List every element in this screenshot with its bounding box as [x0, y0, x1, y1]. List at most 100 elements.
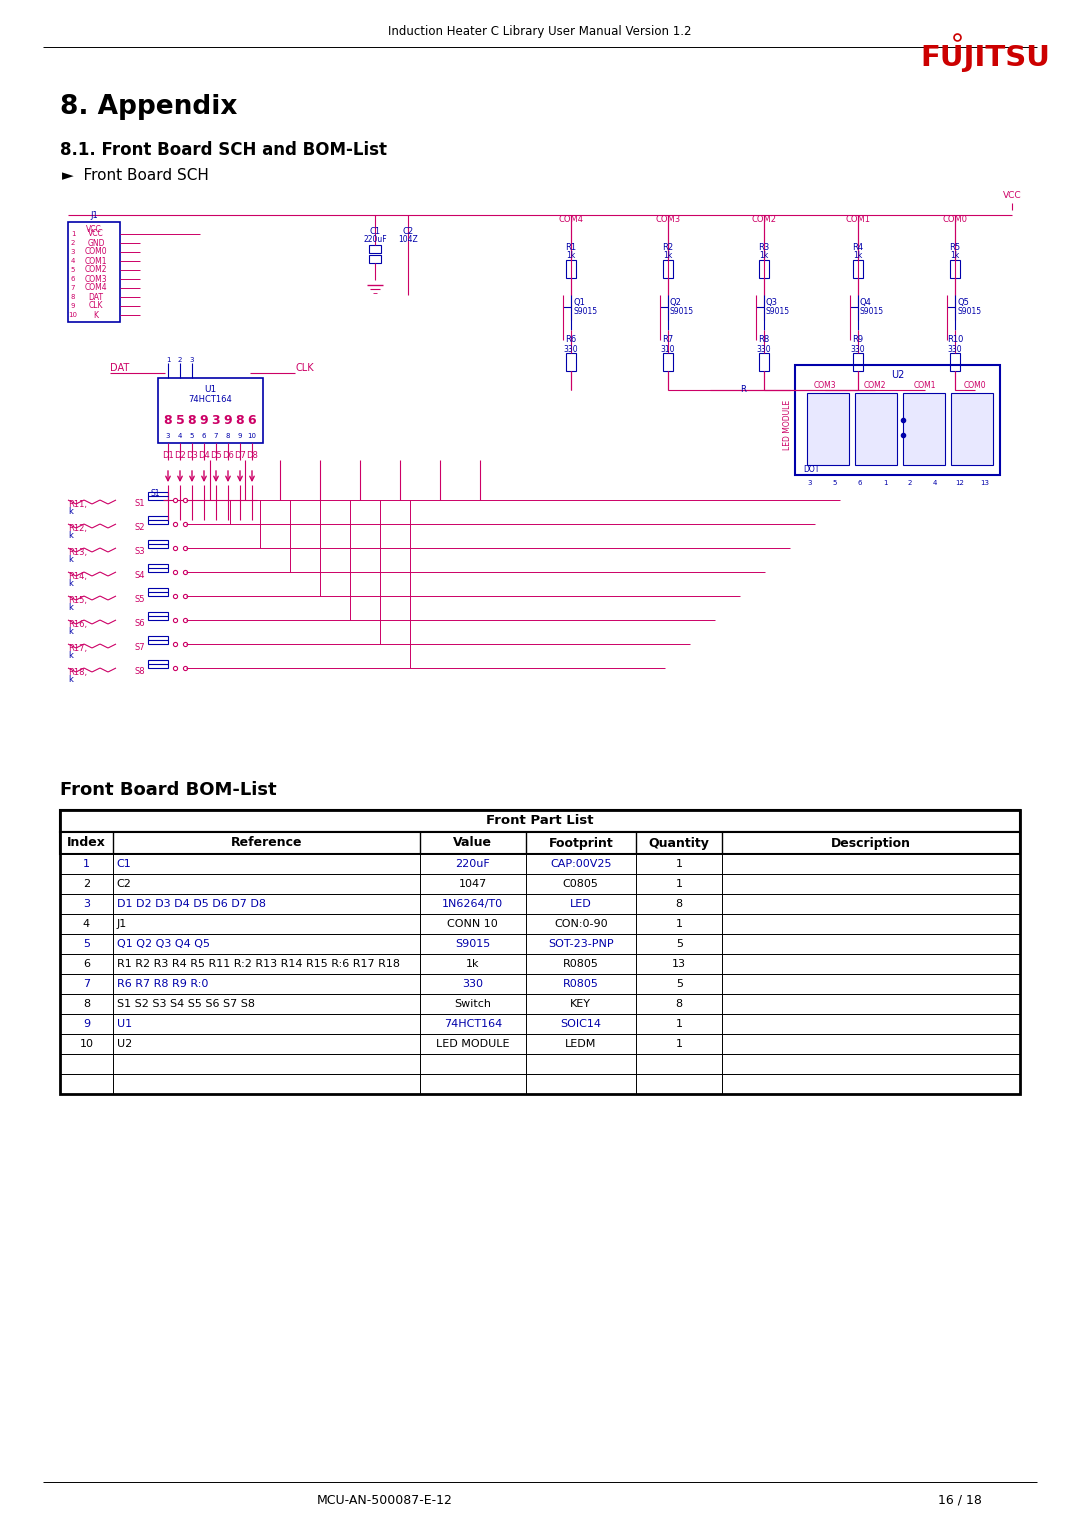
Bar	[853, 353, 863, 371]
Text: Switch: Switch	[455, 999, 491, 1009]
Bar	[759, 260, 769, 278]
Text: K: K	[94, 310, 98, 319]
Text: 104Z: 104Z	[399, 235, 418, 244]
Text: 2: 2	[71, 240, 76, 246]
Text: R10: R10	[947, 336, 963, 345]
Text: C2: C2	[403, 228, 414, 237]
Text: 220uF: 220uF	[363, 235, 387, 244]
Text: D4: D4	[198, 450, 210, 460]
Text: COM1: COM1	[846, 215, 870, 224]
Text: C0805: C0805	[563, 880, 598, 889]
Text: S7: S7	[135, 643, 146, 652]
Text: S9015: S9015	[766, 307, 791, 316]
Bar	[369, 255, 381, 263]
Bar	[566, 260, 576, 278]
Text: 1: 1	[83, 860, 90, 869]
Text: D6: D6	[222, 450, 234, 460]
Bar	[950, 260, 960, 278]
Text: D3: D3	[186, 450, 198, 460]
Text: U1: U1	[204, 385, 216, 394]
Text: 4: 4	[71, 258, 76, 264]
Text: k: k	[68, 531, 72, 541]
Bar	[951, 392, 993, 466]
Text: 1k: 1k	[950, 252, 960, 261]
Text: Quantity: Quantity	[649, 837, 710, 849]
Bar	[68, 221, 120, 322]
Bar	[60, 1034, 1020, 1054]
Text: 2: 2	[83, 880, 90, 889]
Text: 5: 5	[176, 414, 185, 426]
Text: R7: R7	[662, 336, 674, 345]
Text: 7: 7	[71, 286, 76, 292]
Text: R4: R4	[852, 243, 864, 252]
Text: Induction Heater C Library User Manual Version 1.2: Induction Heater C Library User Manual V…	[388, 26, 692, 38]
Text: 74HCT164: 74HCT164	[444, 1019, 502, 1029]
Text: Q5: Q5	[957, 298, 969, 307]
Text: 330: 330	[564, 345, 578, 353]
Text: S4: S4	[135, 571, 145, 580]
Bar	[903, 392, 945, 466]
Text: 6: 6	[247, 414, 256, 426]
Text: 310: 310	[661, 345, 675, 353]
Text: Q4: Q4	[860, 298, 872, 307]
Text: D8: D8	[246, 450, 258, 460]
Bar	[60, 1073, 1020, 1093]
Text: 1N6264/T0: 1N6264/T0	[442, 899, 503, 909]
Text: DAT: DAT	[89, 293, 104, 301]
Text: 3: 3	[190, 357, 194, 363]
Text: R3: R3	[758, 243, 770, 252]
Text: 8: 8	[71, 295, 76, 299]
Text: Front Board BOM-List: Front Board BOM-List	[60, 780, 276, 799]
Text: R0805: R0805	[563, 959, 598, 970]
Text: 1k: 1k	[663, 252, 673, 261]
Text: 5: 5	[83, 939, 90, 948]
Text: COM3: COM3	[656, 215, 680, 224]
Text: J1: J1	[90, 211, 98, 220]
Text: 10: 10	[247, 434, 257, 438]
Text: 1: 1	[676, 860, 683, 869]
Bar	[148, 660, 168, 667]
Text: D1 D2 D3 D4 D5 D6 D7 D8: D1 D2 D3 D4 D5 D6 D7 D8	[117, 899, 266, 909]
Text: 6: 6	[858, 479, 862, 486]
Text: 9: 9	[71, 302, 76, 308]
Text: CONN 10: CONN 10	[447, 919, 498, 928]
Text: Q1 Q2 Q3 Q4 Q5: Q1 Q2 Q3 Q4 Q5	[117, 939, 210, 948]
Bar	[60, 1054, 1020, 1073]
Text: R17,: R17,	[68, 644, 87, 654]
Text: 1: 1	[676, 919, 683, 928]
Text: 3: 3	[808, 479, 812, 486]
Text: CLK: CLK	[89, 301, 104, 310]
Text: 8: 8	[676, 999, 683, 1009]
Text: 1: 1	[165, 357, 171, 363]
Text: S1 S2 S3 S4 S5 S6 S7 S8: S1 S2 S3 S4 S5 S6 S7 S8	[117, 999, 255, 1009]
Text: 8: 8	[676, 899, 683, 909]
Text: 6: 6	[71, 276, 76, 282]
Text: SOIC14: SOIC14	[561, 1019, 602, 1029]
Bar	[158, 379, 264, 443]
Text: Description: Description	[832, 837, 912, 849]
Text: 5: 5	[676, 939, 683, 948]
Text: LED MODULE: LED MODULE	[436, 1038, 510, 1049]
Text: R18,: R18,	[68, 669, 87, 678]
Bar	[60, 832, 1020, 854]
Text: 330: 330	[947, 345, 962, 353]
Text: COM1: COM1	[84, 257, 107, 266]
Text: COM2: COM2	[752, 215, 777, 224]
Bar	[148, 516, 168, 524]
Text: R6 R7 R8 R9 R:0: R6 R7 R8 R9 R:0	[117, 979, 208, 989]
Text: 3: 3	[71, 249, 76, 255]
Text: Q1: Q1	[573, 298, 585, 307]
Text: 4: 4	[83, 919, 90, 928]
Text: R12,: R12,	[68, 524, 87, 533]
Text: 8.1. Front Board SCH and BOM-List: 8.1. Front Board SCH and BOM-List	[60, 140, 387, 159]
Text: R13,: R13,	[68, 548, 87, 557]
Text: VCC: VCC	[89, 229, 104, 238]
Text: k: k	[68, 556, 72, 565]
Bar	[795, 365, 1000, 475]
Text: 8: 8	[235, 414, 244, 426]
Text: CAP:00V25: CAP:00V25	[550, 860, 611, 869]
Text: VCC: VCC	[1002, 191, 1022, 200]
Text: 6: 6	[83, 959, 90, 970]
Text: 1k: 1k	[853, 252, 863, 261]
Text: R14,: R14,	[68, 573, 87, 582]
